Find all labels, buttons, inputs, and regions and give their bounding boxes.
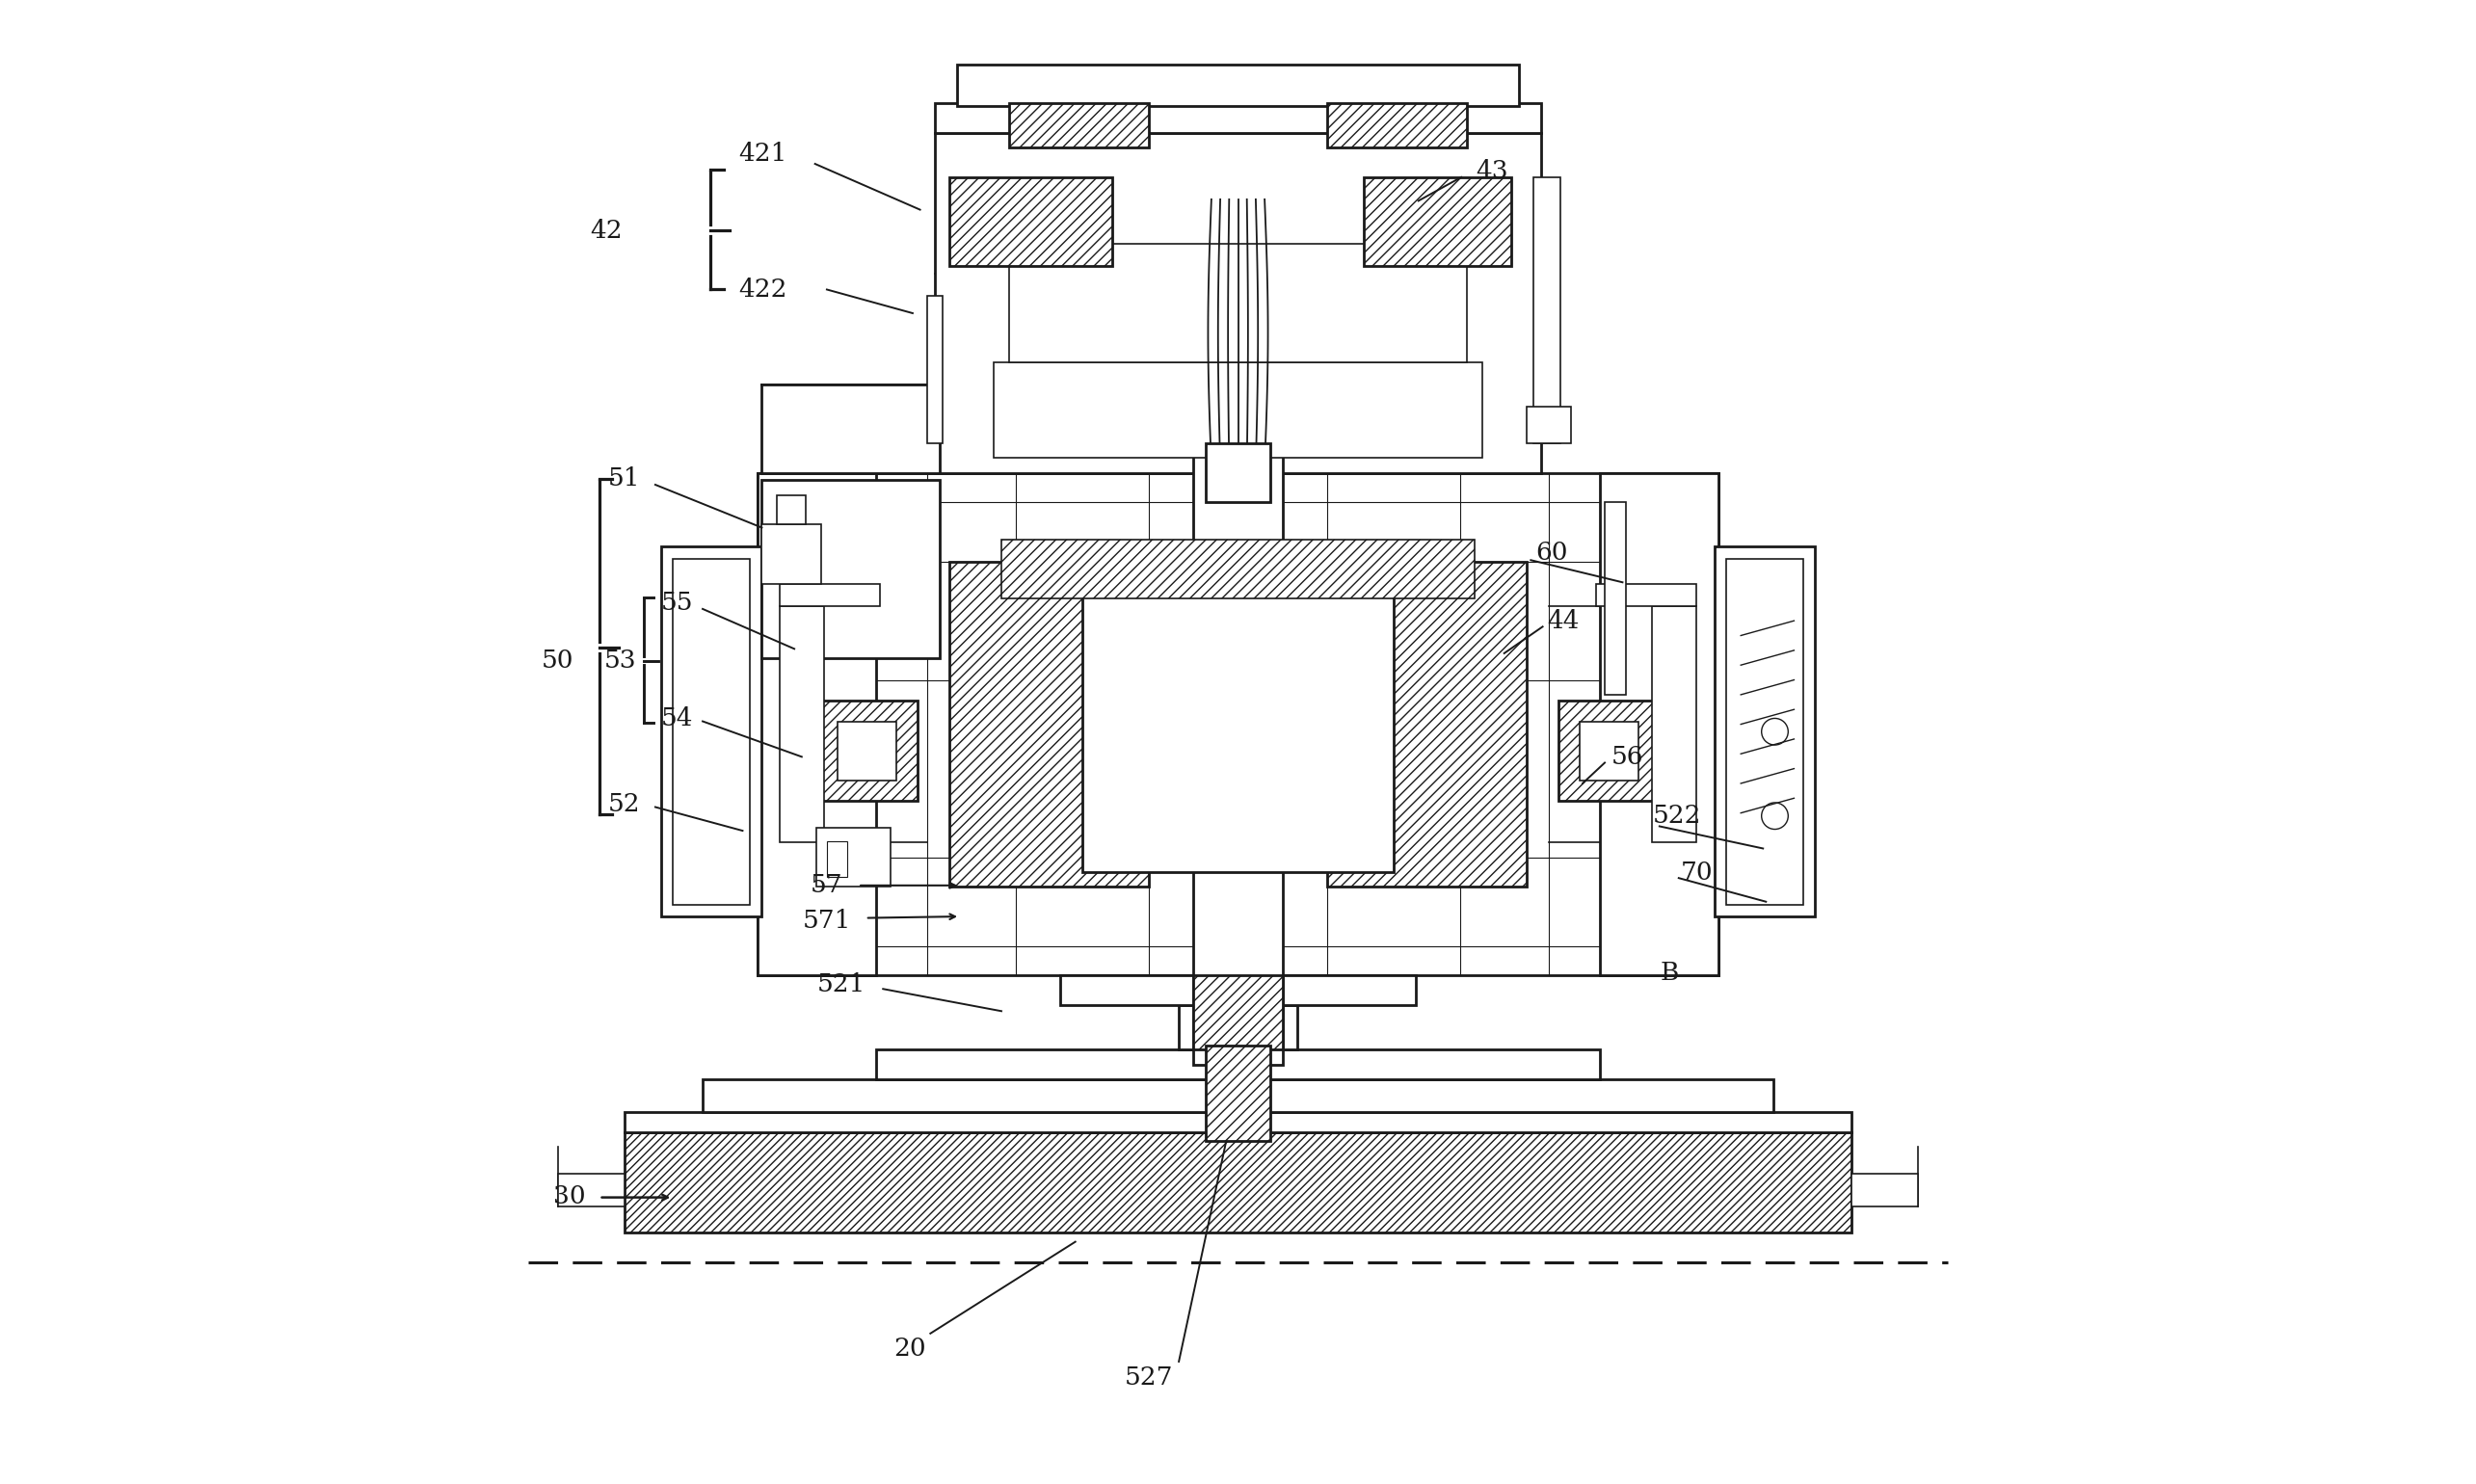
Bar (1852, 1174, 1919, 1206)
Bar (1364, 177, 1510, 266)
Bar (758, 473, 877, 975)
Bar (1008, 243, 1468, 362)
Bar (624, 1132, 1852, 1233)
Bar (1713, 546, 1815, 917)
Bar (1008, 104, 1149, 147)
Bar (817, 828, 891, 887)
Bar (1726, 558, 1803, 905)
Bar (827, 841, 847, 877)
Bar (936, 132, 1540, 473)
Text: 60: 60 (1535, 540, 1567, 565)
Bar (817, 700, 916, 801)
Text: 522: 522 (1654, 804, 1701, 828)
Bar (557, 1174, 624, 1206)
Text: 70: 70 (1681, 861, 1713, 884)
Bar (1651, 605, 1696, 843)
Text: 53: 53 (604, 649, 636, 672)
Text: B: B (1661, 960, 1679, 985)
Bar (1206, 1045, 1270, 1141)
Bar (1327, 104, 1468, 147)
Bar (1604, 503, 1624, 695)
Text: 527: 527 (1124, 1365, 1174, 1391)
Text: 51: 51 (609, 467, 641, 491)
Text: 42: 42 (589, 218, 624, 242)
Text: 56: 56 (1612, 745, 1644, 769)
Text: 50: 50 (542, 649, 574, 672)
Text: 57: 57 (810, 874, 842, 898)
Bar (1580, 721, 1639, 781)
Bar (1206, 444, 1270, 503)
Bar (1060, 975, 1416, 1005)
Text: 52: 52 (609, 792, 641, 816)
Text: 422: 422 (738, 278, 787, 301)
Bar (1082, 561, 1394, 873)
Text: 571: 571 (802, 908, 852, 933)
Bar (703, 1079, 1773, 1112)
Text: 44: 44 (1548, 608, 1580, 632)
Bar (1193, 975, 1283, 1049)
Bar (1000, 539, 1476, 598)
Bar (661, 546, 763, 917)
Bar (936, 104, 1540, 132)
Bar (777, 496, 807, 525)
Bar (877, 1049, 1599, 1079)
Bar (1597, 583, 1696, 605)
Bar (763, 481, 938, 657)
Text: 521: 521 (817, 972, 867, 997)
Bar (1525, 407, 1570, 444)
Bar (951, 177, 1112, 266)
Bar (763, 384, 938, 473)
Text: 55: 55 (661, 591, 693, 614)
Text: 30: 30 (552, 1184, 587, 1208)
Bar (951, 561, 1149, 887)
Text: 20: 20 (894, 1336, 926, 1361)
Bar (673, 558, 750, 905)
Bar (993, 362, 1483, 459)
Bar (1179, 1005, 1297, 1049)
Bar (780, 583, 879, 605)
Bar (758, 473, 1718, 975)
Bar (1193, 414, 1283, 1064)
Text: 421: 421 (738, 141, 787, 166)
Bar (624, 1112, 1852, 1132)
Bar (780, 605, 825, 843)
Bar (958, 65, 1518, 107)
Text: 43: 43 (1476, 159, 1508, 184)
Bar (1533, 177, 1560, 444)
Bar (763, 525, 822, 583)
Bar (1599, 473, 1718, 975)
Text: 54: 54 (661, 706, 693, 730)
Bar (1327, 561, 1525, 887)
Bar (1560, 700, 1659, 801)
Bar (837, 721, 896, 781)
Bar (928, 295, 943, 444)
